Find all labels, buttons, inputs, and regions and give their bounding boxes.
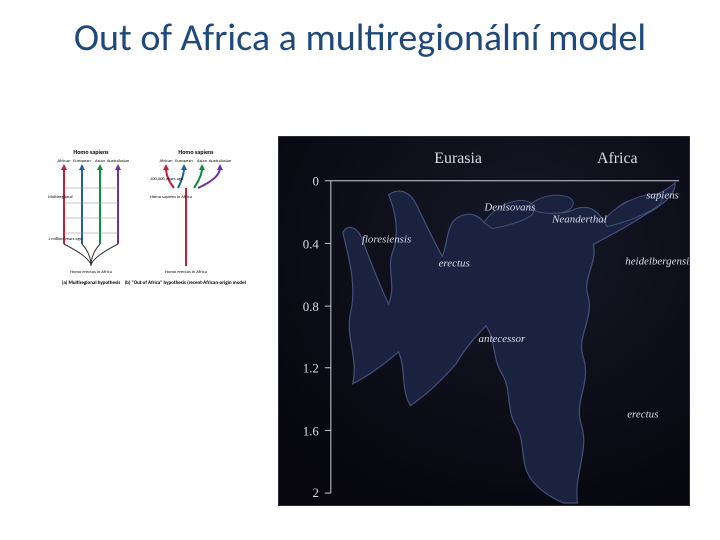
lbl-denisovans: Denisovans — [483, 202, 535, 214]
panel-a-arrows — [61, 164, 121, 266]
lbl-erectus-africa: erectus — [627, 408, 658, 420]
lbl-neanderthal: Neanderthal — [551, 214, 607, 226]
hdr-left: Homo sapiens — [73, 148, 109, 156]
tick-5: 2 — [312, 485, 318, 500]
content-area: Homo sapiens Homo sapiens African Europe… — [0, 130, 720, 540]
btm-src-a: Homo erectus in Africa — [70, 270, 112, 275]
tick-0: 0 — [312, 174, 318, 189]
col-b3: Australasian — [209, 159, 232, 164]
main-svg: Eurasia Africa 0 0.4 0.8 1.2 1.6 2 — [279, 137, 689, 505]
region-africa: Africa — [597, 150, 638, 167]
tick-2: 0.8 — [303, 299, 319, 314]
lbl-antecessor: antecessor — [479, 333, 527, 345]
col-a2: Asian — [95, 159, 106, 164]
col-a3: Australasian — [107, 159, 130, 164]
tick-1: 0.4 — [303, 236, 320, 251]
hdr-right: Homo sapiens — [178, 148, 214, 156]
lbl-erectus-eurasia: erectus — [439, 257, 470, 269]
col-a1: European — [73, 159, 91, 164]
time-a: 1 million years ago — [48, 237, 83, 242]
side-a: Multiregional — [48, 195, 73, 200]
lbl-heidelbergensis: heidelbergensis — [625, 255, 689, 267]
btm-src-b: Homo erectus in Africa — [165, 270, 207, 275]
caption-a: (a) Multiregional hypothesis — [62, 279, 120, 286]
time-b: 100,000 years ago — [150, 177, 184, 182]
region-eurasia: Eurasia — [434, 150, 482, 167]
tick-4: 1.6 — [303, 423, 320, 438]
lbl-sapiens: sapiens — [646, 190, 679, 202]
col-a0: African — [58, 159, 72, 164]
tick-3: 1.2 — [303, 361, 319, 376]
slide-title: Out of Africa a multiregionální model — [0, 0, 720, 68]
main-phylogeny-panel: Eurasia Africa 0 0.4 0.8 1.2 1.6 2 — [278, 136, 690, 506]
caption-b: (b) "Out of Africa" hypothesis (recent-A… — [125, 279, 246, 286]
col-b1: European — [175, 159, 193, 164]
side-b: Homo sapiens in Africa — [150, 195, 192, 200]
lbl-floresiensis: floresiensis — [362, 233, 411, 245]
col-b2: Asian — [197, 159, 208, 164]
left-svg: Homo sapiens Homo sapiens African Europe… — [46, 148, 246, 298]
col-b0: African — [160, 159, 174, 164]
left-comparison-diagram: Homo sapiens Homo sapiens African Europe… — [46, 130, 246, 280]
